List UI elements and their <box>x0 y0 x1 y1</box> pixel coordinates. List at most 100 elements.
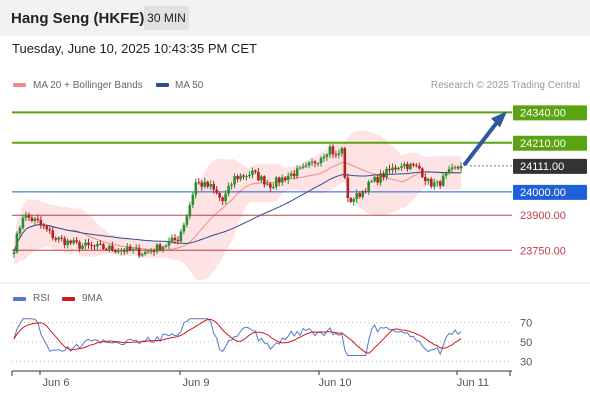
x-tick-Jun-9: Jun 9 <box>183 377 210 389</box>
candle-body <box>21 217 25 228</box>
candle-body <box>432 182 436 187</box>
candle-body <box>307 162 311 166</box>
level-label-24340.00: 24340.00 <box>520 107 566 119</box>
candle-body <box>397 167 400 170</box>
rsi-ma-legend-label: 9MA <box>82 293 103 304</box>
candle-body <box>39 220 43 225</box>
candle-body <box>197 182 201 184</box>
candle-body <box>319 158 323 164</box>
candle-body <box>93 245 96 247</box>
candle-body <box>331 146 335 155</box>
candle-body <box>27 214 31 218</box>
candle-body <box>426 178 430 182</box>
candle-body <box>215 189 218 194</box>
candle-body <box>450 167 454 169</box>
candle-body <box>334 154 338 156</box>
candle-body <box>170 237 174 242</box>
candle-body <box>379 173 382 183</box>
candle-body <box>242 175 245 177</box>
x-tick-Jun-6: Jun 6 <box>43 377 70 389</box>
candle-body <box>444 173 448 176</box>
candle-body <box>125 246 129 252</box>
candle-body <box>72 240 75 244</box>
candle-body <box>385 168 388 178</box>
candle-body <box>122 250 126 252</box>
candle-body <box>102 244 105 250</box>
candle-body <box>149 250 153 252</box>
instrument-title: Hang Seng (HKFE) <box>11 10 145 27</box>
candle-body <box>209 184 213 187</box>
candle-body <box>194 182 198 195</box>
candle-body <box>257 171 260 181</box>
candle-body <box>30 217 34 221</box>
ma50-legend-label: MA 50 <box>175 80 204 91</box>
projection-arrow-shaft <box>463 120 499 166</box>
candle-body <box>84 242 87 246</box>
candle-body <box>191 194 195 205</box>
candle-body <box>200 182 204 187</box>
candle-body <box>304 165 308 167</box>
candle-body <box>388 168 391 171</box>
candle-body <box>108 245 111 250</box>
bollinger-band-area <box>14 130 462 281</box>
candle-body <box>313 161 317 164</box>
candle-body <box>263 176 266 185</box>
candle-body <box>128 246 132 251</box>
candle-body <box>280 177 284 183</box>
level-label-23900.00: 23900.00 <box>520 210 566 222</box>
level-tag-24210.00 <box>513 135 587 151</box>
level-tag-24000.00 <box>513 184 587 200</box>
candle-body <box>48 229 52 231</box>
candle-body <box>459 165 463 169</box>
candle-body <box>251 170 254 175</box>
candle-body <box>57 237 61 240</box>
candle-body <box>453 167 457 169</box>
candle-body <box>337 153 341 155</box>
candle-body <box>438 181 442 186</box>
candle-body <box>373 176 376 182</box>
candle-body <box>185 216 189 225</box>
candle-body <box>81 245 84 249</box>
candle-body <box>355 193 359 200</box>
candle-body <box>15 233 19 253</box>
candle-body <box>51 230 55 239</box>
candle-body <box>188 204 192 217</box>
candle-body <box>322 156 326 159</box>
candle-body <box>75 240 78 243</box>
rsi-ma-legend-swatch <box>62 297 75 301</box>
candle-body <box>260 176 263 181</box>
candle-body <box>158 244 162 251</box>
candle-body <box>117 251 120 253</box>
timeframe-button[interactable]: 30 MIN <box>144 6 189 30</box>
candle-body <box>269 183 272 188</box>
candle-body <box>24 214 28 218</box>
candle-body <box>364 190 367 193</box>
bb-legend-swatch <box>13 83 26 87</box>
candle-body <box>164 245 168 247</box>
candle-body <box>447 168 451 174</box>
candle-body <box>349 197 353 202</box>
candle-body <box>424 177 427 182</box>
candle-body <box>239 175 242 180</box>
candle-body <box>45 226 49 230</box>
level-label-24000.00: 24000.00 <box>520 187 566 199</box>
candle-body <box>236 176 239 180</box>
candle-body <box>382 173 385 178</box>
candle-body <box>421 168 424 178</box>
projection-arrow-head <box>491 111 507 128</box>
candle-body <box>78 242 81 249</box>
candle-body <box>114 250 117 253</box>
candle-body <box>146 251 150 253</box>
candle-body <box>441 175 445 186</box>
candle-body <box>155 244 159 252</box>
candle-body <box>12 252 16 255</box>
candle-body <box>376 176 379 183</box>
candle-body <box>131 249 135 251</box>
candle-body <box>245 176 248 178</box>
level-tag-24111.00 <box>513 158 587 174</box>
candle-body <box>221 197 224 202</box>
candle-body <box>60 237 63 239</box>
candle-body <box>54 238 58 240</box>
candle-body <box>412 163 415 166</box>
candle-body <box>254 170 257 172</box>
